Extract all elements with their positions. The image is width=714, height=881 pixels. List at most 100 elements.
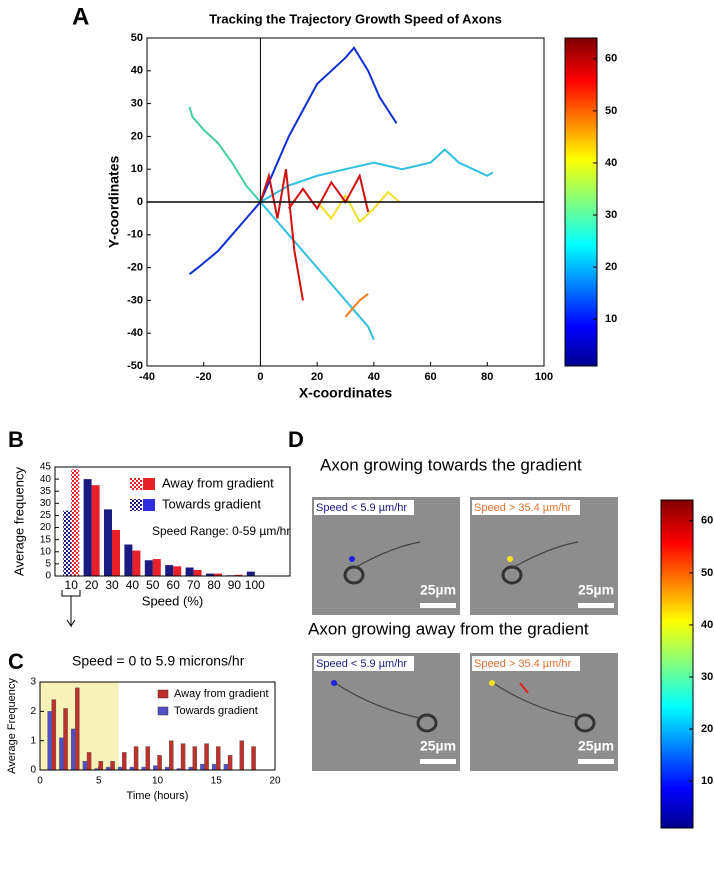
- axon: [355, 541, 421, 568]
- x-tick-label: 20: [311, 371, 323, 383]
- x-tick-label: 30: [105, 578, 119, 592]
- bar: [206, 573, 214, 576]
- bar: [239, 740, 245, 771]
- panel-label: A: [72, 3, 89, 30]
- x-axis-label: X-coordinates: [299, 385, 393, 401]
- y-tick-label: -40: [127, 327, 143, 339]
- x-tick-label: 80: [481, 371, 493, 383]
- y-tick-label: 40: [131, 65, 143, 77]
- y-tick-label: 40: [40, 474, 52, 485]
- bar: [185, 567, 194, 576]
- micrograph: [312, 497, 460, 615]
- colorbar: [564, 37, 598, 367]
- x-tick-label: 60: [167, 578, 181, 592]
- trajectory: [259, 46, 398, 203]
- scale-bar-label: 25µm: [578, 738, 614, 754]
- y-tick-label: 1: [30, 735, 36, 746]
- legend-label: Away from gradient: [174, 688, 269, 700]
- bar: [153, 765, 158, 771]
- legend-swatch: [157, 706, 169, 716]
- panel-label: C: [8, 649, 24, 674]
- bar: [63, 510, 72, 576]
- y-tick-label: 0: [137, 196, 143, 208]
- y-tick-label: -50: [127, 360, 143, 372]
- scale-bar: [420, 603, 456, 608]
- bar: [83, 479, 92, 576]
- legend-swatch: [130, 478, 142, 490]
- x-tick-label: 70: [187, 578, 201, 592]
- trajectory: [344, 293, 369, 318]
- scale-bar: [578, 603, 614, 608]
- label-box: [472, 656, 580, 671]
- bar: [214, 573, 222, 576]
- x-tick-label: 40: [126, 578, 140, 592]
- x-tick-label: 90: [228, 578, 242, 592]
- x-tick-label: 20: [85, 578, 99, 592]
- bar: [216, 746, 221, 771]
- colorbar-tick-label: 60: [701, 515, 713, 527]
- speed-marker: [489, 680, 495, 686]
- x-tick-label: 80: [207, 578, 221, 592]
- bar: [122, 752, 127, 771]
- y-tick-label: 0: [30, 765, 36, 776]
- bar: [51, 699, 57, 771]
- colorbar-tick-label: 10: [701, 775, 713, 787]
- bar: [75, 687, 80, 771]
- x-tick-label: 10: [152, 776, 164, 787]
- bar: [91, 485, 100, 576]
- cell-body: [574, 713, 596, 733]
- x-tick-label: 15: [211, 776, 223, 787]
- speed-marker: [507, 556, 513, 562]
- x-tick-label: 10: [65, 578, 79, 592]
- cell-body: [416, 713, 438, 733]
- y-tick-label: -30: [127, 294, 143, 306]
- y-tick-label: 2: [30, 706, 36, 717]
- bar: [223, 763, 229, 771]
- label-box: [314, 656, 414, 671]
- legend-label: Towards gradient: [174, 705, 258, 717]
- colorbar-tick-label: 20: [701, 723, 713, 735]
- x-tick-label: 0: [257, 371, 263, 383]
- legend-swatch: [157, 689, 169, 699]
- bar: [193, 569, 202, 576]
- bar: [104, 509, 112, 576]
- trajectory: [188, 106, 262, 203]
- speed-marker: [331, 680, 337, 686]
- y-axis-label: Y-coordinates: [106, 156, 122, 249]
- x-tick-label: -20: [196, 371, 212, 383]
- bar: [63, 708, 68, 771]
- annotation: Speed Range: 0-59 µm/hr: [152, 524, 290, 538]
- y-tick-label: -10: [127, 229, 143, 241]
- legend-swatch: [143, 478, 155, 490]
- trajectory: [316, 190, 401, 224]
- colorbar-tick-label: 20: [605, 261, 617, 273]
- bar: [112, 529, 120, 576]
- bar: [47, 711, 52, 771]
- x-tick-label: -40: [139, 371, 155, 383]
- bar: [169, 740, 174, 771]
- bar: [192, 746, 198, 771]
- scale-bar: [578, 759, 614, 764]
- bar: [98, 761, 104, 771]
- y-tick-label: 25: [40, 510, 52, 521]
- y-tick-label: 20: [40, 522, 52, 533]
- micrograph: [312, 653, 460, 771]
- bar: [124, 544, 133, 576]
- bar: [173, 566, 182, 576]
- bar: [152, 559, 161, 576]
- trajectory: [259, 169, 304, 301]
- bar: [132, 550, 141, 576]
- axon: [489, 680, 579, 719]
- bar: [204, 743, 209, 771]
- bar: [180, 743, 186, 771]
- trajectory: [259, 148, 494, 203]
- x-tick-label: 100: [245, 578, 265, 592]
- bar: [110, 761, 115, 771]
- bar: [165, 565, 174, 576]
- colorbar-tick-label: 30: [701, 671, 713, 683]
- axon: [331, 680, 421, 719]
- panel-label: D: [288, 427, 304, 452]
- speed-label: Speed < 5.9 µm/hr: [316, 658, 407, 670]
- legend-swatch: [130, 499, 142, 511]
- scale-bar-label: 25µm: [420, 582, 456, 598]
